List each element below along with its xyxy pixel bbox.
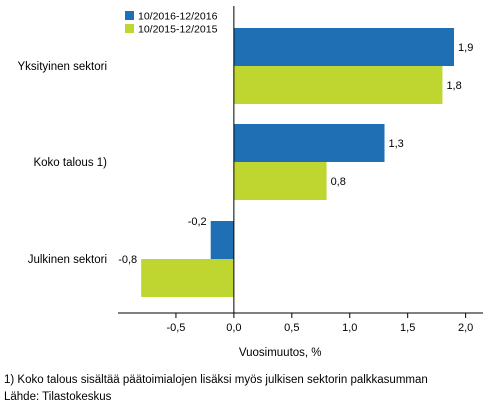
bar (233, 124, 385, 162)
bar (141, 259, 234, 297)
data-label: -0,8 (118, 254, 137, 266)
bar (233, 162, 327, 200)
data-label: 1,3 (389, 138, 404, 150)
x-tick-label: 2,0 (458, 322, 473, 334)
plot-area: 1,9 1,8 Yksityinen sektori 1,3 0,8 Koko talou… (18, 6, 483, 359)
bar (210, 221, 234, 259)
x-tick-label: 1,5 (400, 322, 415, 334)
data-label: 1,9 (458, 42, 473, 54)
x-axis-label: Vuosimuutos, % (239, 347, 322, 359)
data-label: -0,2 (188, 216, 207, 228)
legend-swatch (125, 24, 134, 33)
category-label: Yksityinen sektori (18, 61, 107, 73)
bar (233, 66, 443, 104)
legend-label: 10/2016-12/2016 (138, 11, 218, 23)
x-tick-label: -0,5 (166, 322, 185, 334)
footnote: 1) Koko talous sisältää päätoimialojen l… (4, 374, 428, 386)
bar (233, 28, 455, 66)
x-tick-label: 1,0 (342, 322, 357, 334)
chart: 1,9 1,8 Yksityinen sektori 1,3 0,8 Koko talou… (18, 6, 483, 359)
x-tick-label: 0,0 (226, 322, 241, 334)
source-note: Lähde: Tilastokeskus (4, 391, 112, 403)
category-label: Koko talous 1) (33, 157, 107, 169)
legend-swatch (125, 11, 134, 20)
legend-label: 10/2015-12/2015 (138, 24, 218, 36)
x-tick-label: 0,5 (284, 322, 299, 334)
data-label: 0,8 (331, 176, 346, 188)
category-label: Julkinen sektori (28, 254, 107, 266)
data-label: 1,8 (446, 80, 461, 92)
